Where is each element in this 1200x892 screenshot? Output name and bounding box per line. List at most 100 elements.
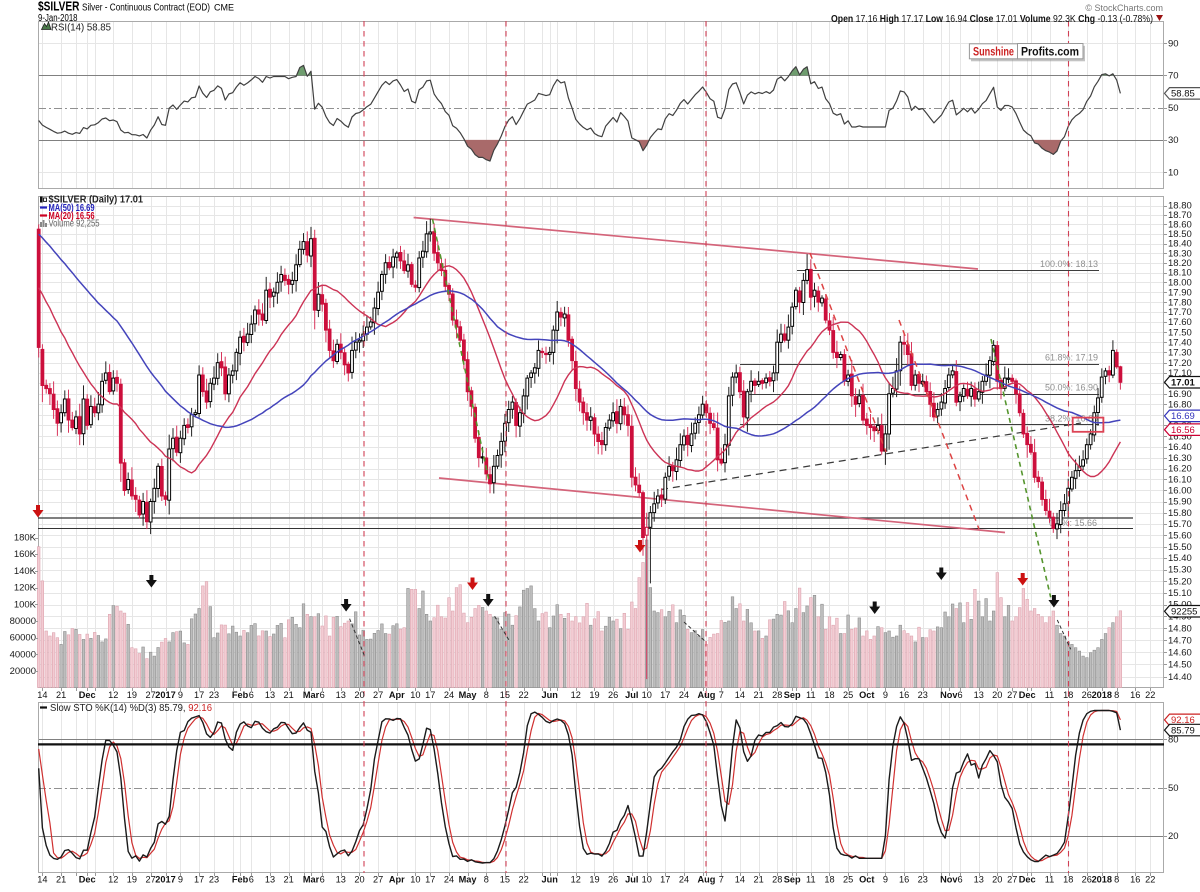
svg-text:120K: 120K <box>14 583 37 594</box>
svg-text:15.90: 15.90 <box>1168 497 1192 508</box>
svg-text:18.20: 18.20 <box>1168 258 1192 269</box>
svg-text:90: 90 <box>1168 38 1179 49</box>
svg-text:14.50: 14.50 <box>1168 660 1192 671</box>
svg-text:17: 17 <box>660 875 670 885</box>
svg-text:CME: CME <box>214 3 234 13</box>
svg-text:50.0%: 16.90: 50.0%: 16.90 <box>1045 382 1098 392</box>
svg-text:23: 23 <box>918 875 928 885</box>
svg-text:21: 21 <box>56 690 66 700</box>
svg-text:13: 13 <box>974 690 984 700</box>
svg-text:25: 25 <box>843 690 853 700</box>
svg-text:23: 23 <box>209 690 219 700</box>
svg-text:160K: 160K <box>14 549 37 560</box>
svg-text:15.80: 15.80 <box>1168 508 1192 519</box>
svg-text:14: 14 <box>37 690 47 700</box>
svg-text:18.40: 18.40 <box>1168 239 1192 250</box>
svg-text:Oct: Oct <box>859 875 874 885</box>
svg-text:140K: 140K <box>14 566 37 577</box>
svg-text:Silver - Continuous Contract (: Silver - Continuous Contract (EOD) <box>82 2 210 14</box>
svg-text:21: 21 <box>283 690 293 700</box>
svg-text:Slow STO %K(14) %D(3) 85.79, 9: Slow STO %K(14) %D(3) 85.79, 92.16 <box>50 702 212 714</box>
svg-text:Dec: Dec <box>1019 875 1036 885</box>
svg-text:17: 17 <box>660 690 670 700</box>
svg-text:92255: 92255 <box>1171 607 1197 618</box>
svg-text:50: 50 <box>1168 783 1179 794</box>
svg-text:2017: 2017 <box>155 875 175 885</box>
svg-text:15.30: 15.30 <box>1168 565 1192 576</box>
svg-text:18.10: 18.10 <box>1168 268 1192 279</box>
svg-text:9: 9 <box>178 875 183 885</box>
svg-text:60000: 60000 <box>10 633 36 644</box>
svg-text:19: 19 <box>589 875 599 885</box>
svg-text:19: 19 <box>127 690 137 700</box>
svg-text:80: 80 <box>1168 735 1179 746</box>
svg-text:18.80: 18.80 <box>1168 201 1192 212</box>
svg-text:20: 20 <box>354 690 364 700</box>
svg-text:Dec: Dec <box>1019 690 1036 700</box>
svg-text:10: 10 <box>642 690 652 700</box>
svg-text:16: 16 <box>899 690 909 700</box>
svg-text:50: 50 <box>1168 103 1179 114</box>
svg-text:14: 14 <box>735 690 745 700</box>
svg-text:Sunshine: Sunshine <box>973 45 1014 59</box>
svg-text:26: 26 <box>1082 690 1092 700</box>
svg-text:9-Jan-2018: 9-Jan-2018 <box>38 13 78 24</box>
svg-text:22: 22 <box>1145 875 1155 885</box>
svg-text:14.40: 14.40 <box>1168 672 1192 683</box>
svg-text:Apr: Apr <box>389 875 405 885</box>
svg-text:6: 6 <box>957 690 962 700</box>
svg-text:17: 17 <box>194 690 204 700</box>
svg-text:Volume 92,255: Volume 92,255 <box>49 219 100 230</box>
svg-text:8: 8 <box>484 690 489 700</box>
svg-text:18: 18 <box>1063 875 1073 885</box>
svg-text:10: 10 <box>410 690 420 700</box>
svg-text:18: 18 <box>1063 690 1073 700</box>
svg-text:2017: 2017 <box>155 690 175 700</box>
svg-text:16: 16 <box>1130 690 1140 700</box>
svg-text:12: 12 <box>571 690 581 700</box>
svg-text:17: 17 <box>425 875 435 885</box>
svg-text:11: 11 <box>806 690 816 700</box>
svg-text:14.70: 14.70 <box>1168 635 1192 646</box>
svg-text:15.40: 15.40 <box>1168 553 1192 564</box>
svg-text:17.90: 17.90 <box>1168 287 1192 298</box>
svg-text:27: 27 <box>1007 690 1017 700</box>
svg-text:13: 13 <box>336 690 346 700</box>
svg-text:17.80: 17.80 <box>1168 297 1192 308</box>
svg-text:28: 28 <box>772 875 782 885</box>
svg-text:22: 22 <box>518 690 528 700</box>
svg-text:Apr: Apr <box>389 690 405 700</box>
svg-text:10: 10 <box>642 875 652 885</box>
svg-text:May: May <box>459 875 478 885</box>
svg-text:6: 6 <box>249 690 254 700</box>
svg-text:27: 27 <box>145 690 155 700</box>
svg-text:Feb: Feb <box>232 875 249 885</box>
svg-text:16.30: 16.30 <box>1168 453 1192 464</box>
svg-text:18.60: 18.60 <box>1168 220 1192 231</box>
svg-text:100K: 100K <box>14 599 37 610</box>
svg-text:Aug: Aug <box>697 875 715 885</box>
svg-text:MA(20) 16.56: MA(20) 16.56 <box>49 211 95 222</box>
svg-text:13: 13 <box>974 875 984 885</box>
svg-text:15.70: 15.70 <box>1168 519 1192 530</box>
svg-text:16.69: 16.69 <box>1171 411 1195 422</box>
svg-text:17.20: 17.20 <box>1168 358 1192 369</box>
svg-text:17.30: 17.30 <box>1168 348 1192 359</box>
svg-text:10: 10 <box>410 875 420 885</box>
svg-text:Aug: Aug <box>697 690 715 700</box>
svg-text:19: 19 <box>127 875 137 885</box>
svg-text:© StockCharts.com: © StockCharts.com <box>1085 3 1163 13</box>
svg-text:23: 23 <box>918 690 928 700</box>
svg-text:80000: 80000 <box>10 616 36 627</box>
svg-text:Nov: Nov <box>940 875 958 885</box>
svg-text:8: 8 <box>1114 690 1119 700</box>
svg-text:Jun: Jun <box>542 690 559 700</box>
svg-text:18.00: 18.00 <box>1168 278 1192 289</box>
svg-text:Jul: Jul <box>625 690 638 700</box>
svg-text:26: 26 <box>608 690 618 700</box>
svg-text:27: 27 <box>145 875 155 885</box>
svg-text:16.10: 16.10 <box>1168 475 1192 486</box>
svg-text:$SILVER: $SILVER <box>38 0 80 14</box>
svg-text:17.10: 17.10 <box>1168 368 1192 379</box>
svg-text:85.79: 85.79 <box>1171 725 1195 736</box>
